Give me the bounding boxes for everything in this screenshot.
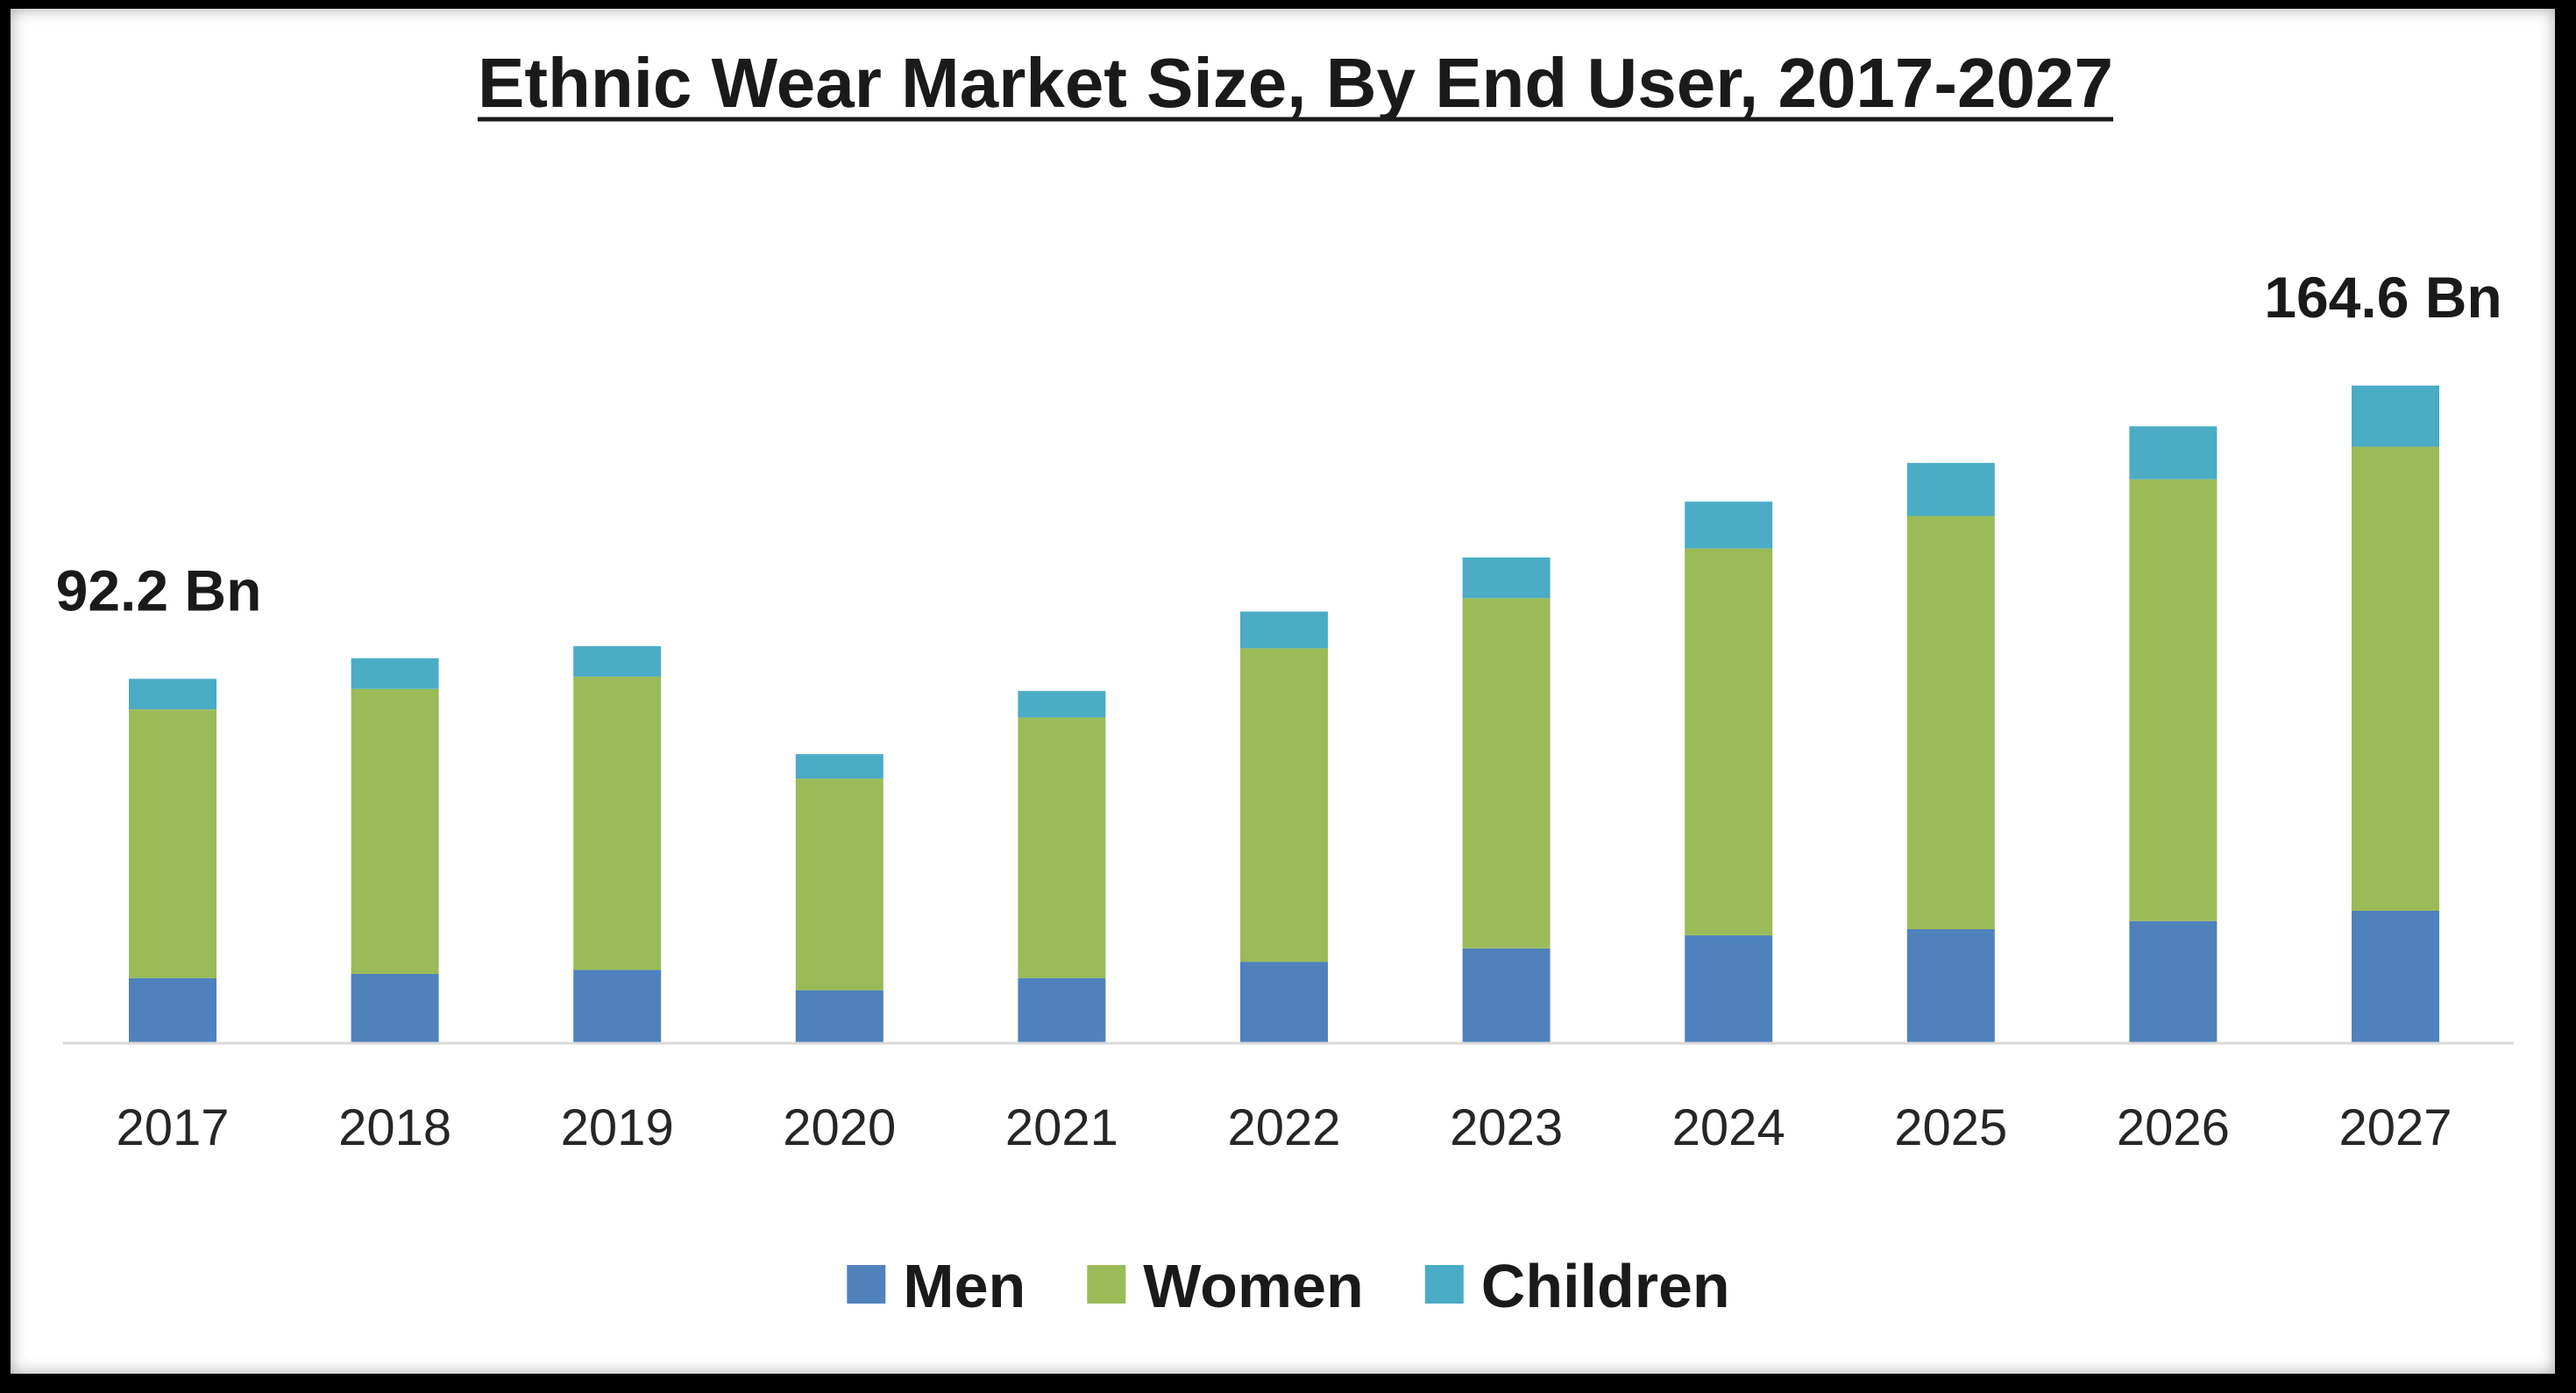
- x-tick-label-2026: 2026: [2117, 1099, 2230, 1156]
- bar-men-2020: [795, 990, 884, 1043]
- bar-men-2024: [1685, 935, 1773, 1043]
- bar-women-2018: [351, 688, 439, 974]
- x-tick-label-2023: 2023: [1450, 1099, 1563, 1156]
- bar-women-2020: [795, 778, 884, 991]
- bars-layer: [129, 385, 2439, 1043]
- bar-children-2022: [1240, 611, 1328, 649]
- bar-children-2023: [1462, 557, 1551, 599]
- bar-men-2019: [573, 970, 662, 1043]
- legend-swatch-men: [847, 1265, 886, 1304]
- annotation-2017: 92.2 Bn: [56, 558, 262, 622]
- legend-label-men: Men: [903, 1252, 1025, 1320]
- bar-women-2023: [1462, 598, 1551, 949]
- legend-label-children: Children: [1481, 1252, 1730, 1320]
- bar-children-2020: [795, 754, 884, 779]
- legend-swatch-children: [1424, 1265, 1464, 1304]
- x-tick-label-2027: 2027: [2338, 1099, 2452, 1156]
- bar-men-2022: [1240, 962, 1328, 1043]
- x-tick-labels: 2017 2018 2019 2020 2021 2022 2023 2024 2025 2026…: [116, 1099, 2452, 1156]
- legend: Men Women Children: [847, 1252, 1730, 1320]
- legend-swatch-women: [1087, 1265, 1126, 1304]
- bar-women-2027: [2352, 446, 2439, 911]
- bar-children-2021: [1018, 691, 1106, 718]
- x-tick-label-2018: 2018: [338, 1099, 451, 1156]
- bar-men-2018: [351, 974, 439, 1043]
- chart-title: Ethnic Wear Market Size, By End User, 20…: [478, 44, 2113, 122]
- bar-men-2025: [1906, 928, 1995, 1043]
- annotation-2027: 164.6 Bn: [2264, 265, 2501, 330]
- bar-men-2023: [1462, 948, 1551, 1043]
- bar-men-2021: [1018, 977, 1106, 1043]
- bar-women-2025: [1906, 515, 1995, 929]
- bar-children-2025: [1906, 463, 1995, 516]
- bar-children-2024: [1685, 501, 1773, 549]
- bar-women-2019: [573, 677, 662, 970]
- bar-men-2026: [2129, 920, 2218, 1043]
- bar-women-2026: [2129, 479, 2218, 921]
- bar-children-2026: [2129, 426, 2218, 480]
- bar-children-2019: [573, 646, 662, 677]
- x-tick-label-2019: 2019: [561, 1099, 674, 1156]
- bar-women-2024: [1685, 548, 1773, 935]
- bar-men-2017: [129, 977, 216, 1043]
- x-tick-label-2017: 2017: [116, 1099, 229, 1156]
- bar-women-2021: [1018, 717, 1106, 978]
- x-tick-label-2022: 2022: [1227, 1099, 1340, 1156]
- x-tick-label-2020: 2020: [783, 1099, 896, 1156]
- bar-men-2027: [2352, 911, 2439, 1043]
- annotations-layer: 92.2 Bn 164.6 Bn: [56, 265, 2502, 623]
- bar-children-2018: [351, 658, 439, 689]
- legend-label-women: Women: [1143, 1252, 1364, 1320]
- bar-children-2027: [2352, 385, 2439, 447]
- bar-children-2017: [129, 679, 216, 710]
- bar-women-2022: [1240, 648, 1328, 963]
- x-tick-label-2025: 2025: [1894, 1099, 2007, 1156]
- chart-title-group: Ethnic Wear Market Size, By End User, 20…: [477, 44, 2114, 122]
- bar-women-2017: [129, 709, 216, 978]
- x-tick-label-2021: 2021: [1005, 1099, 1118, 1156]
- x-tick-label-2024: 2024: [1672, 1099, 1785, 1156]
